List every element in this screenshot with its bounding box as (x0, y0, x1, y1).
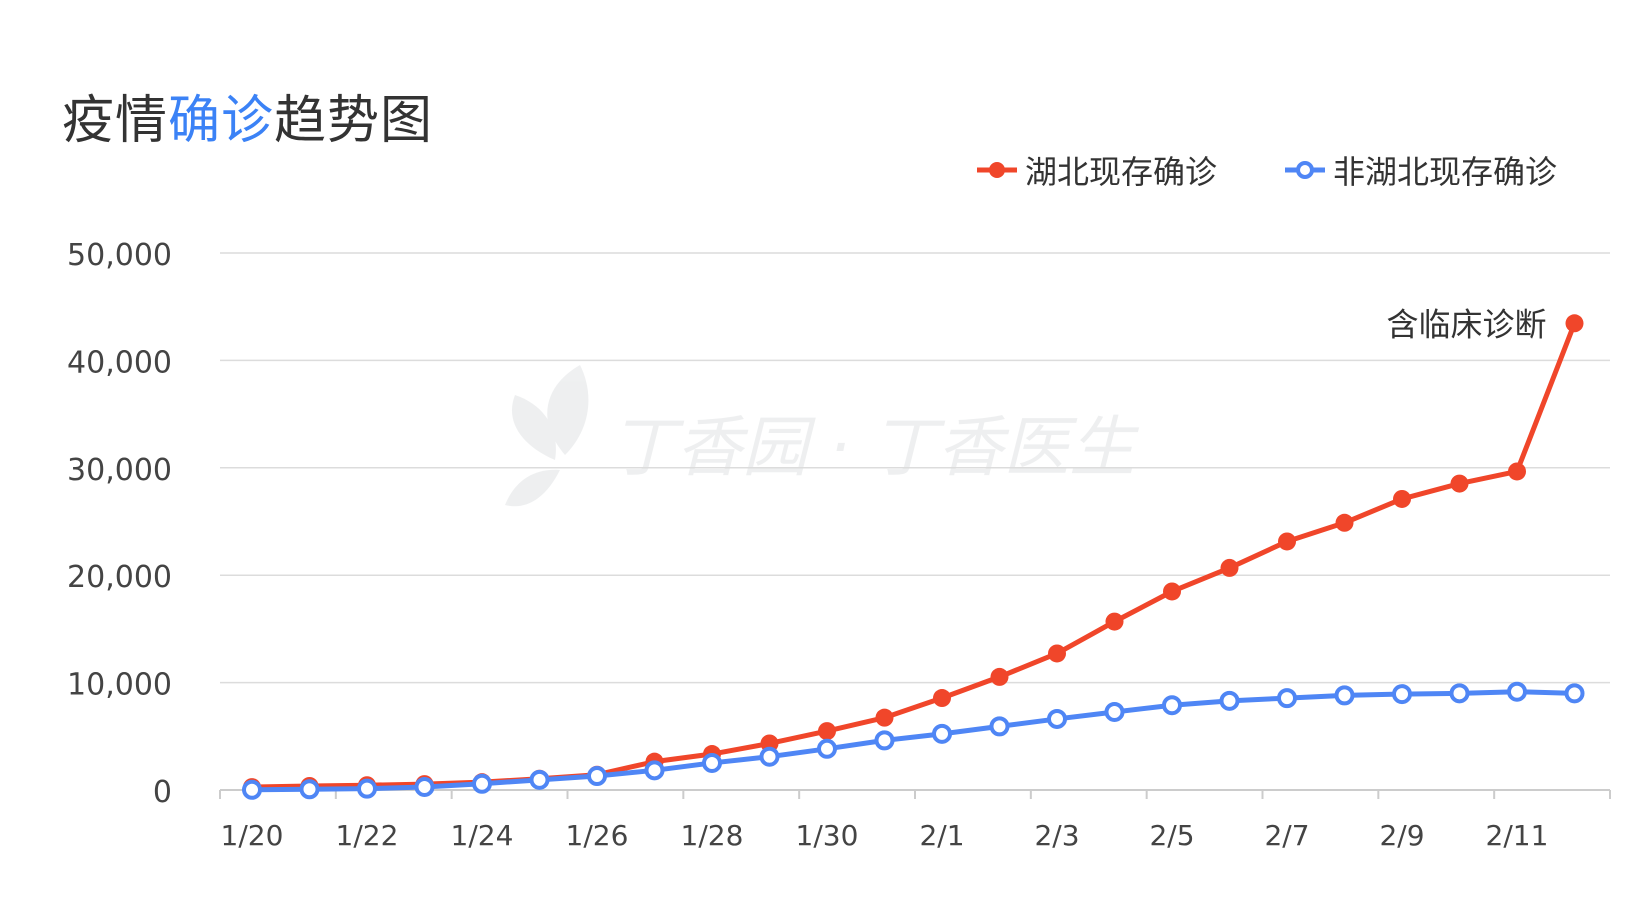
data-point[interactable] (1278, 532, 1296, 551)
data-point[interactable] (1564, 683, 1585, 704)
x-tick-label: 2/3 (1034, 819, 1079, 852)
data-point[interactable] (357, 778, 377, 799)
data-point[interactable] (1449, 683, 1470, 704)
data-point[interactable] (1392, 684, 1412, 705)
data-point[interactable] (644, 760, 665, 781)
series (242, 314, 1585, 800)
x-tick-label: 2/5 (1149, 819, 1194, 852)
data-point[interactable] (1219, 690, 1240, 711)
chart-title-part1: 疫情 (62, 91, 169, 151)
x-tick-label: 1/20 (221, 819, 284, 852)
data-point[interactable] (932, 723, 952, 744)
data-point[interactable] (299, 779, 320, 800)
x-tick-label: 2/1 (919, 819, 964, 852)
data-point[interactable] (1048, 644, 1066, 663)
data-point[interactable] (989, 716, 1010, 737)
legend-marker-other-icon (1285, 161, 1325, 179)
axes: 0 10,000 20,000 30,000 40,000 50,000 1/20 1/22 1… (67, 238, 1611, 852)
x-tick-label: 1/24 (451, 819, 514, 852)
y-tick-label: 0 (153, 775, 172, 810)
data-point[interactable] (702, 752, 722, 773)
chart-title: 疫情确诊趋势图 (62, 78, 433, 153)
data-point[interactable] (990, 667, 1009, 686)
data-point[interactable] (1220, 558, 1239, 577)
grid (220, 252, 1610, 684)
data-point[interactable] (1162, 695, 1182, 716)
x-tick-label: 1/30 (796, 819, 859, 852)
data-point[interactable] (1507, 681, 1527, 702)
annotations: 含临床诊断 (1386, 305, 1546, 343)
data-point[interactable] (242, 779, 262, 800)
x-tick-label: 1/26 (566, 819, 629, 852)
data-point[interactable] (1047, 708, 1067, 729)
x-tick-label: 2/9 (1379, 819, 1424, 852)
data-point[interactable] (933, 689, 951, 708)
data-point[interactable] (414, 776, 435, 797)
data-point[interactable] (874, 730, 895, 751)
data-point[interactable] (1335, 513, 1354, 532)
legend-label-hubei: 湖北现存确诊 (1025, 153, 1218, 191)
data-point[interactable] (817, 738, 837, 759)
y-tick-label: 30,000 (67, 453, 172, 488)
legend-label-other: 非湖北现存确诊 (1333, 153, 1558, 191)
data-point[interactable] (818, 722, 836, 741)
data-point[interactable] (1565, 314, 1584, 333)
y-tick-label: 10,000 (67, 668, 172, 703)
chart-title-part2: 趋势图 (274, 91, 434, 151)
legend-marker-hubei-icon (977, 162, 1017, 178)
data-point[interactable] (1334, 685, 1355, 706)
x-tick-label: 1/28 (681, 819, 744, 852)
data-point[interactable] (1393, 489, 1411, 508)
data-point[interactable] (472, 773, 492, 794)
data-point[interactable] (1104, 701, 1125, 722)
data-point[interactable] (1163, 582, 1181, 601)
chart-title-accent: 确诊 (168, 91, 275, 151)
data-point[interactable] (1105, 612, 1124, 631)
data-point[interactable] (587, 766, 607, 787)
watermark-text: 丁香园 · 丁香医生 (610, 409, 1140, 486)
data-point[interactable] (529, 769, 550, 790)
data-point[interactable] (1508, 462, 1526, 481)
data-point[interactable] (1277, 688, 1297, 709)
annotation-label: 含临床诊断 (1386, 305, 1546, 343)
y-tick-label: 50,000 (67, 238, 172, 273)
watermark: 丁香园 · 丁香医生 (505, 365, 1140, 507)
x-tick-label: 2/11 (1486, 819, 1549, 852)
legend-item-other[interactable]: 非湖北现存确诊 (1283, 150, 1558, 191)
data-point[interactable] (1450, 474, 1469, 493)
data-point[interactable] (875, 708, 894, 727)
y-tick-label: 20,000 (67, 560, 172, 595)
watermark-leaf-icon (505, 365, 589, 507)
x-tick-label: 1/22 (336, 819, 399, 852)
x-tick-label: 2/7 (1264, 819, 1309, 852)
data-point[interactable] (759, 746, 780, 767)
series-line-0 (249, 320, 1577, 790)
legend-item-hubei[interactable]: 湖北现存确诊 (975, 150, 1218, 191)
y-tick-label: 40,000 (67, 345, 172, 380)
